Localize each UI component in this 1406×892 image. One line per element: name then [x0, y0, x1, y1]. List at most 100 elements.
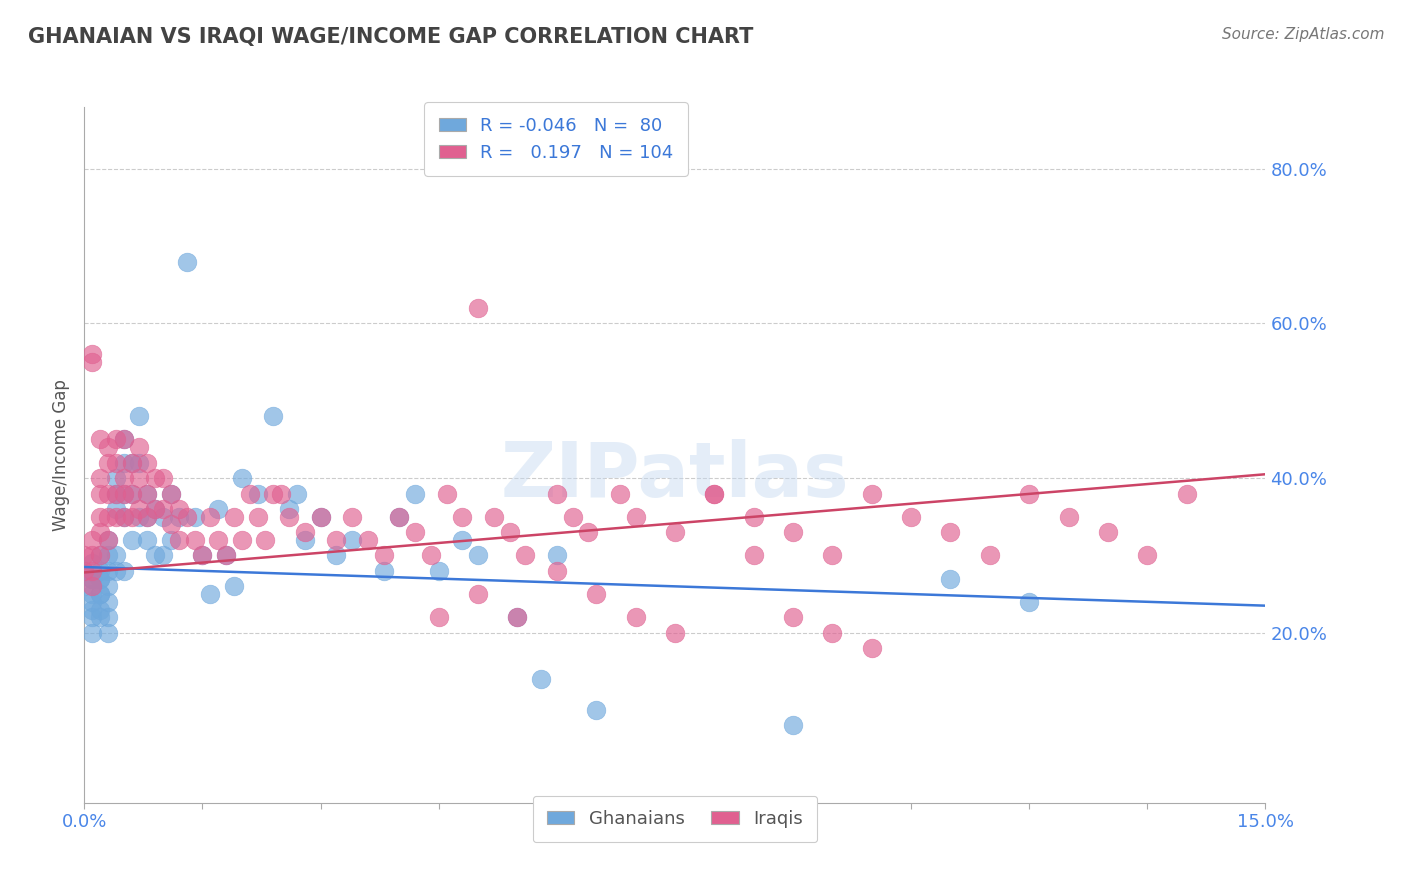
- Point: [128, 409, 150, 424]
- Point: [427, 610, 450, 624]
- Point: [97, 625, 120, 640]
- Point: [82, 347, 104, 361]
- Point: [97, 595, 120, 609]
- Point: [546, 564, 568, 578]
- Point: [112, 564, 135, 578]
- Legend: Ghanaians, Iraqis: Ghanaians, Iraqis: [533, 796, 817, 842]
- Point: [167, 502, 190, 516]
- Point: [73, 549, 96, 563]
- Point: [246, 486, 269, 500]
- Point: [89, 549, 111, 563]
- Point: [900, 509, 922, 524]
- Point: [191, 549, 214, 563]
- Point: [89, 572, 111, 586]
- Point: [97, 509, 120, 524]
- Point: [143, 502, 166, 516]
- Point: [97, 533, 120, 547]
- Point: [373, 549, 395, 563]
- Point: [222, 579, 245, 593]
- Point: [246, 509, 269, 524]
- Point: [262, 409, 284, 424]
- Point: [89, 486, 111, 500]
- Point: [97, 610, 120, 624]
- Point: [183, 509, 205, 524]
- Point: [128, 440, 150, 454]
- Point: [309, 509, 332, 524]
- Point: [200, 509, 222, 524]
- Point: [200, 587, 222, 601]
- Point: [82, 587, 104, 601]
- Point: [742, 509, 765, 524]
- Point: [136, 509, 159, 524]
- Point: [325, 549, 347, 563]
- Point: [97, 456, 120, 470]
- Point: [860, 641, 883, 656]
- Point: [191, 549, 214, 563]
- Point: [121, 486, 143, 500]
- Point: [82, 602, 104, 616]
- Point: [404, 525, 426, 540]
- Point: [207, 533, 229, 547]
- Text: ZIPatlas: ZIPatlas: [501, 439, 849, 513]
- Point: [89, 525, 111, 540]
- Point: [97, 549, 120, 563]
- Point: [104, 486, 127, 500]
- Point: [121, 509, 143, 524]
- Point: [419, 549, 441, 563]
- Point: [427, 564, 450, 578]
- Point: [215, 549, 238, 563]
- Point: [104, 456, 127, 470]
- Point: [128, 509, 150, 524]
- Point: [515, 549, 537, 563]
- Point: [160, 486, 183, 500]
- Point: [388, 509, 411, 524]
- Point: [82, 355, 104, 369]
- Y-axis label: Wage/Income Gap: Wage/Income Gap: [52, 379, 70, 531]
- Point: [73, 564, 96, 578]
- Point: [167, 533, 190, 547]
- Point: [467, 587, 489, 601]
- Point: [215, 549, 238, 563]
- Point: [82, 610, 104, 624]
- Point: [82, 533, 104, 547]
- Point: [782, 525, 804, 540]
- Point: [498, 525, 520, 540]
- Point: [82, 579, 104, 593]
- Point: [546, 486, 568, 500]
- Point: [82, 572, 104, 586]
- Point: [183, 533, 205, 547]
- Point: [82, 549, 104, 563]
- Point: [222, 509, 245, 524]
- Point: [404, 486, 426, 500]
- Point: [104, 549, 127, 563]
- Point: [285, 486, 308, 500]
- Point: [112, 433, 135, 447]
- Point: [104, 471, 127, 485]
- Point: [89, 610, 111, 624]
- Point: [136, 456, 159, 470]
- Point: [270, 486, 292, 500]
- Point: [97, 440, 120, 454]
- Point: [176, 254, 198, 268]
- Point: [152, 509, 174, 524]
- Point: [821, 549, 844, 563]
- Point: [436, 486, 458, 500]
- Point: [112, 456, 135, 470]
- Point: [609, 486, 631, 500]
- Point: [136, 486, 159, 500]
- Point: [467, 549, 489, 563]
- Point: [506, 610, 529, 624]
- Point: [325, 533, 347, 547]
- Point: [136, 533, 159, 547]
- Point: [530, 672, 553, 686]
- Point: [294, 525, 316, 540]
- Point: [1097, 525, 1119, 540]
- Point: [1136, 549, 1159, 563]
- Point: [136, 509, 159, 524]
- Point: [82, 564, 104, 578]
- Point: [89, 471, 111, 485]
- Point: [939, 525, 962, 540]
- Point: [278, 502, 301, 516]
- Text: GHANAIAN VS IRAQI WAGE/INCOME GAP CORRELATION CHART: GHANAIAN VS IRAQI WAGE/INCOME GAP CORREL…: [28, 27, 754, 46]
- Point: [89, 433, 111, 447]
